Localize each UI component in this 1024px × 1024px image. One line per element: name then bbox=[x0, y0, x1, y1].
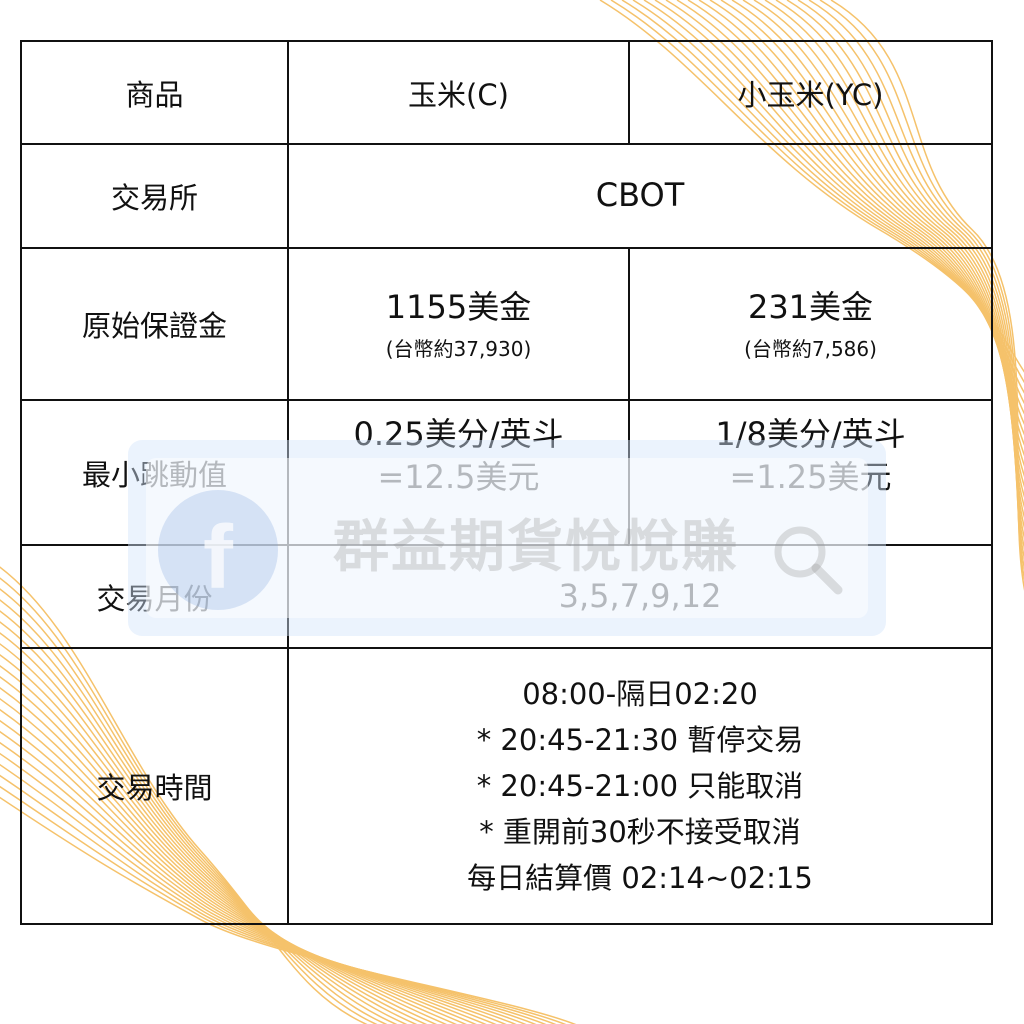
contract-table: 商品 玉米(C) 小玉米(YC) 交易所 CBOT 原始保證金 1155美金 (台… bbox=[20, 40, 993, 925]
margin-mini-corn: 231美金 (台幣約7,586) bbox=[744, 287, 877, 362]
exchange-value: CBOT bbox=[595, 176, 685, 215]
row-label-product: 商品 bbox=[125, 77, 184, 112]
tick-mini-corn: 1/8美分/英斗 =1.25美元 bbox=[715, 414, 906, 496]
row-label-margin: 原始保證金 bbox=[81, 309, 227, 343]
margin-corn: 1155美金 (台幣約37,930) bbox=[385, 287, 532, 362]
row-label-hours: 交易時間 bbox=[96, 771, 213, 805]
tick-corn: 0.25美分/英斗 =12.5美元 bbox=[353, 414, 564, 496]
row-label-months: 交易月份 bbox=[96, 581, 213, 616]
hours-value: 08:00-隔日02:20 * 20:45-21:30 暫停交易 * 20:45… bbox=[467, 677, 813, 895]
header-mini-corn: 小玉米(YC) bbox=[737, 77, 884, 112]
row-label-tick: 最小跳動值 bbox=[81, 457, 227, 492]
header-corn: 玉米(C) bbox=[408, 77, 509, 112]
months-value: 3,5,7,9,12 bbox=[558, 576, 722, 615]
row-label-exchange: 交易所 bbox=[110, 181, 198, 215]
